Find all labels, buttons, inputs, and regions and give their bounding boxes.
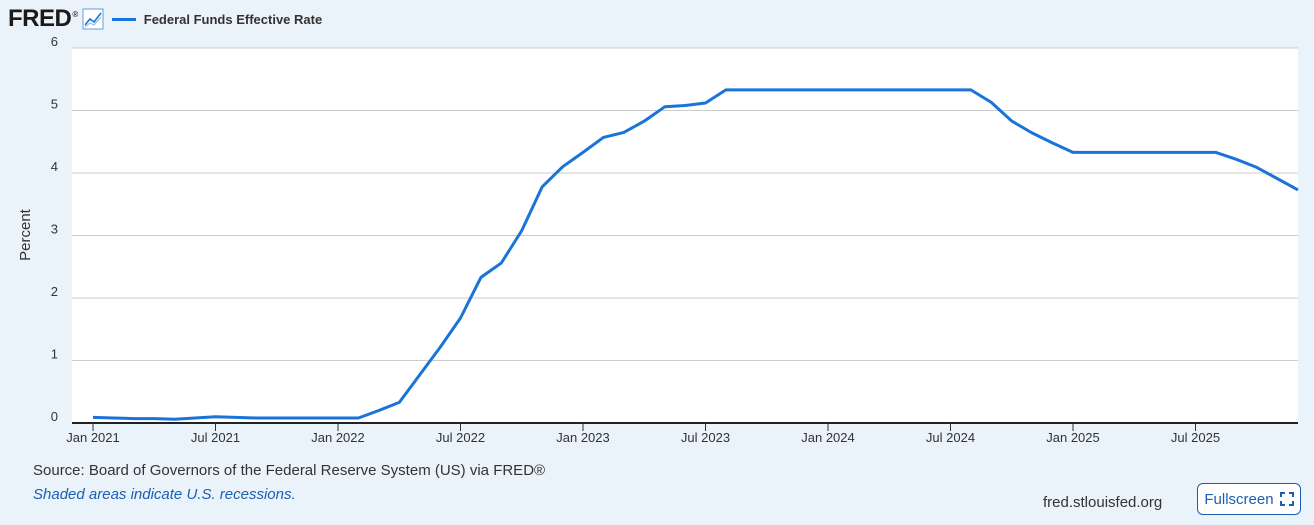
x-tick-label: Jan 2025 — [1046, 430, 1100, 445]
data-point[interactable] — [824, 86, 832, 94]
y-tick-label: 6 — [51, 34, 58, 49]
data-point[interactable] — [1028, 129, 1036, 137]
data-point[interactable] — [947, 86, 955, 94]
legend-series-label: Federal Funds Effective Rate — [143, 11, 323, 27]
data-point[interactable] — [1049, 139, 1057, 147]
data-point[interactable] — [967, 86, 975, 94]
registered-mark: ® — [72, 10, 78, 19]
expand-icon — [1279, 492, 1294, 506]
x-axis: Jan 2021 Jul 2021 Jan 2022 Jul 2022 Jan 2023… — [66, 423, 1220, 445]
data-point[interactable] — [1089, 148, 1097, 156]
data-point[interactable] — [640, 117, 648, 125]
data-point[interactable] — [579, 148, 587, 156]
y-tick-label: 4 — [51, 159, 58, 174]
chart-legend[interactable]: Federal Funds Effective Rate — [111, 11, 323, 27]
data-point[interactable] — [232, 413, 240, 421]
y-tick-label: 0 — [51, 409, 58, 424]
data-point[interactable] — [722, 86, 730, 94]
fred-logo[interactable]: FRED® — [8, 5, 78, 33]
data-point[interactable] — [804, 86, 812, 94]
data-point[interactable] — [559, 163, 567, 171]
data-point[interactable] — [844, 86, 852, 94]
y-tick-label: 1 — [51, 347, 58, 362]
data-point[interactable] — [273, 414, 281, 422]
data-point[interactable] — [1192, 148, 1200, 156]
x-tick-label: Jul 2023 — [681, 430, 730, 445]
data-point[interactable] — [497, 259, 505, 267]
data-point[interactable] — [763, 86, 771, 94]
data-point[interactable] — [171, 415, 179, 423]
data-point[interactable] — [109, 414, 117, 422]
data-point[interactable] — [477, 273, 485, 281]
data-point[interactable] — [1212, 148, 1220, 156]
chart-header: FRED® Federal Funds Effective Rate — [8, 4, 322, 34]
x-tick-label: Jul 2022 — [436, 430, 485, 445]
series-line[interactable] — [92, 88, 1299, 421]
data-point[interactable] — [1232, 155, 1240, 163]
data-point[interactable] — [416, 371, 424, 379]
data-point[interactable] — [334, 414, 342, 422]
data-point[interactable] — [681, 102, 689, 110]
data-point[interactable] — [885, 86, 893, 94]
y-tick-label: 2 — [51, 284, 58, 299]
data-point[interactable] — [1253, 163, 1261, 171]
x-tick-label: Jan 2024 — [801, 430, 855, 445]
y-tick-label: 5 — [51, 97, 58, 112]
data-point[interactable] — [212, 413, 220, 421]
data-point[interactable] — [783, 86, 791, 94]
data-point[interactable] — [252, 414, 260, 422]
gridlines — [72, 47, 1298, 424]
data-point[interactable] — [926, 86, 934, 94]
data-point[interactable] — [538, 183, 546, 191]
data-point[interactable] — [1171, 148, 1179, 156]
data-point[interactable] — [661, 103, 669, 111]
data-point[interactable] — [1130, 148, 1138, 156]
data-point[interactable] — [1069, 148, 1077, 156]
data-point[interactable] — [1008, 117, 1016, 125]
data-point[interactable] — [1151, 148, 1159, 156]
data-point[interactable] — [620, 128, 628, 136]
data-point[interactable] — [375, 407, 383, 415]
x-tick-label: Jul 2025 — [1171, 430, 1220, 445]
series-layer[interactable] — [89, 86, 1299, 423]
data-point[interactable] — [395, 398, 403, 406]
legend-swatch — [111, 17, 136, 21]
data-point[interactable] — [293, 414, 301, 422]
data-point[interactable] — [314, 414, 322, 422]
x-tick-label: Jan 2021 — [66, 430, 120, 445]
y-tick-label: 3 — [51, 222, 58, 237]
x-tick-label: Jul 2024 — [926, 430, 975, 445]
data-point[interactable] — [742, 86, 750, 94]
data-point[interactable] — [191, 414, 199, 422]
data-point[interactable] — [89, 413, 97, 421]
y-axis-label: Percent — [17, 208, 34, 261]
data-point[interactable] — [599, 133, 607, 141]
line-chart-icon[interactable] — [82, 8, 104, 30]
fullscreen-button[interactable]: Fullscreen — [1197, 483, 1301, 515]
site-url[interactable]: fred.stlouisfed.org — [1043, 494, 1163, 511]
data-point[interactable] — [702, 99, 710, 107]
x-tick-label: Jan 2023 — [556, 430, 610, 445]
data-point[interactable] — [1110, 148, 1118, 156]
fred-logo-text: FRED — [8, 5, 72, 32]
data-point[interactable] — [865, 86, 873, 94]
chart-plot: 0 1 2 3 4 5 6 Jan 2021 Jul 2021 Jan 2022 Jul 2022… — [17, 34, 1299, 445]
data-point[interactable] — [987, 98, 995, 106]
data-point[interactable] — [906, 86, 914, 94]
data-point[interactable] — [150, 415, 158, 423]
x-tick-label: Jul 2021 — [191, 430, 240, 445]
data-point[interactable] — [436, 343, 444, 351]
data-point[interactable] — [457, 314, 465, 322]
fullscreen-label: Fullscreen — [1204, 490, 1274, 508]
source-text: Source: Board of Governors of the Federa… — [33, 462, 546, 479]
data-point[interactable] — [130, 415, 138, 423]
x-tick-label: Jan 2022 — [311, 430, 365, 445]
data-point[interactable] — [354, 414, 362, 422]
data-point[interactable] — [518, 227, 526, 235]
y-axis: 0 1 2 3 4 5 6 — [51, 34, 58, 424]
recession-note[interactable]: Shaded areas indicate U.S. recessions. — [33, 486, 296, 503]
